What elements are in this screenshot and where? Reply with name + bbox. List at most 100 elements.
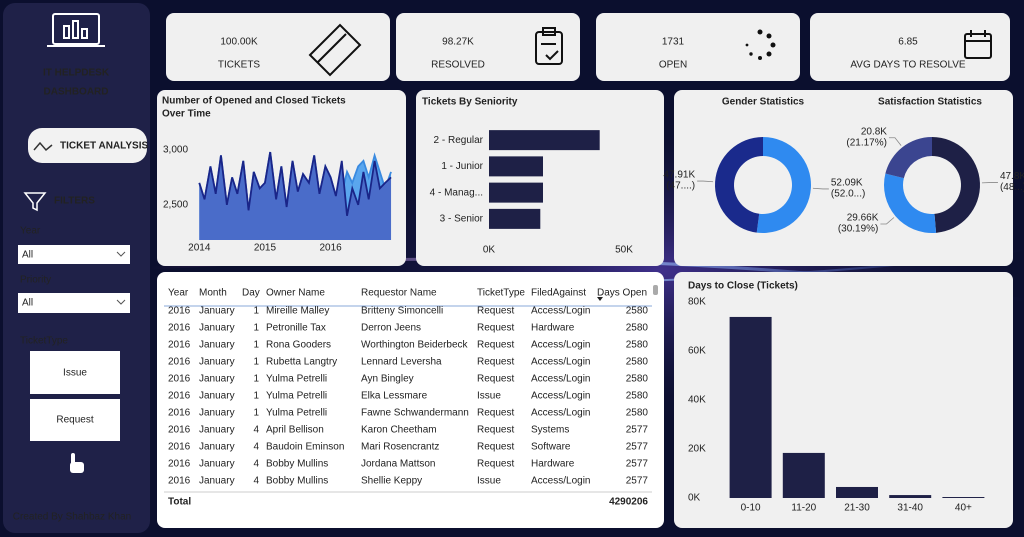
table-cell: Request xyxy=(477,408,514,419)
table-cell: Access/Login xyxy=(531,391,590,402)
sidebar-title: IT HELPDESK xyxy=(43,68,110,79)
chart-title: Over Time xyxy=(162,109,211,120)
table-cell: January xyxy=(199,391,235,402)
data-label: 47.91K xyxy=(663,170,695,181)
table-cell: January xyxy=(199,476,235,487)
table-cell: 2577 xyxy=(626,425,649,436)
y-tick-label: 2 - Regular xyxy=(434,135,484,146)
sidebar-title: DASHBOARD xyxy=(44,87,109,98)
kpi-card xyxy=(166,13,390,81)
y-tick-label: 80K xyxy=(688,297,706,308)
table-cell: 2016 xyxy=(168,408,191,419)
kpi-value: 6.85 xyxy=(898,37,918,48)
table-header: Requestor Name xyxy=(361,288,437,299)
dashboard-icon xyxy=(47,13,105,47)
x-tick-label: 21-30 xyxy=(844,503,870,514)
table-cell: Request xyxy=(477,357,514,368)
line xyxy=(198,151,392,216)
bar xyxy=(942,497,985,498)
y-tick-label: 40K xyxy=(688,395,706,406)
table-header: Year xyxy=(168,288,189,299)
table-cell: Britteny Simoncelli xyxy=(361,306,443,317)
donut-slice xyxy=(756,137,811,233)
area xyxy=(199,152,392,240)
data-label: 47.8K xyxy=(1000,171,1024,182)
filter-value: All xyxy=(22,298,33,309)
table-cell: 2580 xyxy=(626,357,649,368)
table-cell: Request xyxy=(477,340,514,351)
table-cell: Hardware xyxy=(531,459,575,470)
x-tick-label: 2015 xyxy=(254,243,277,254)
priority-dropdown[interactable] xyxy=(18,293,130,313)
x-tick-label: 31-40 xyxy=(897,503,923,514)
chart-title: Gender Statistics xyxy=(722,97,805,108)
table-cell: Issue xyxy=(477,391,501,402)
table-cell: Mireille Malley xyxy=(266,306,329,317)
table-cell: Worthington Beiderbeck xyxy=(361,340,469,351)
table-header: Days Open xyxy=(597,288,647,299)
table-cell: January xyxy=(199,442,235,453)
donut-slice xyxy=(883,173,937,233)
table-cell: 2016 xyxy=(168,459,191,470)
bar xyxy=(489,208,541,229)
table-cell: 4 xyxy=(253,442,259,453)
y-tick-label: 1 - Junior xyxy=(441,161,483,172)
filter-label: Year xyxy=(20,226,41,237)
calendar-icon xyxy=(964,30,992,59)
table-cell: Software xyxy=(531,442,571,453)
bar xyxy=(889,495,932,498)
ticket-icon xyxy=(308,23,362,77)
data-label: (47....) xyxy=(666,181,695,192)
table-cell: Access/Login xyxy=(531,374,590,385)
request-button[interactable] xyxy=(30,399,120,441)
table-cell: Access/Login xyxy=(531,408,590,419)
table-cell: 2016 xyxy=(168,442,191,453)
kpi-card xyxy=(596,13,800,81)
table-cell: 2016 xyxy=(168,357,191,368)
leader-line xyxy=(880,217,895,225)
table-cell: Request xyxy=(477,374,514,385)
kpi-card xyxy=(810,13,1010,81)
seniority-chart-panel xyxy=(416,90,664,266)
x-tick-label: 40+ xyxy=(955,503,972,514)
issue-button[interactable] xyxy=(30,351,120,394)
table-cell: 1 xyxy=(253,306,259,317)
x-tick-label: 2016 xyxy=(319,243,342,254)
bar xyxy=(836,486,878,498)
kpi-value: 1731 xyxy=(662,37,685,48)
table-cell: 2016 xyxy=(168,340,191,351)
filter-label: Priority xyxy=(20,275,51,286)
chart-title: Number of Opened and Closed Tickets xyxy=(162,96,346,107)
table-scrollbar[interactable] xyxy=(653,285,658,295)
donut-slice xyxy=(932,137,980,233)
table-cell: 2580 xyxy=(626,408,649,419)
table-cell: 1 xyxy=(253,357,259,368)
table-cell: Elka Lessmare xyxy=(361,391,428,402)
x-tick-label: 0K xyxy=(483,245,496,256)
table-cell: Derron Jeens xyxy=(361,323,421,334)
filter-icon xyxy=(23,192,47,212)
x-tick-label: 0-10 xyxy=(741,503,761,514)
table-cell: Access/Login xyxy=(531,476,590,487)
table-cell: Ayn Bingley xyxy=(361,374,414,385)
credit: Created By Shahbaz Khan xyxy=(13,512,131,523)
table-cell: 4 xyxy=(253,476,259,487)
donut-slice xyxy=(714,137,763,233)
leader-line xyxy=(697,180,714,183)
table-cell: 4 xyxy=(253,425,259,436)
table-cell: January xyxy=(199,323,235,334)
table-cell: Jordana Mattson xyxy=(361,459,436,470)
table-cell: January xyxy=(199,459,235,470)
sort-indicator xyxy=(597,297,603,301)
table-cell: 2016 xyxy=(168,374,191,385)
table-cell: 2016 xyxy=(168,323,191,334)
table-cell: 1 xyxy=(253,323,259,334)
kpi-label: RESOLVED xyxy=(431,60,485,71)
table-cell: Karon Cheetham xyxy=(361,425,437,436)
year-dropdown[interactable] xyxy=(18,245,130,264)
chart-title: Days to Close (Tickets) xyxy=(688,281,798,292)
table-cell: 1 xyxy=(253,408,259,419)
table-cell: Request xyxy=(477,425,514,436)
ticket-analysis-button[interactable] xyxy=(28,128,147,163)
